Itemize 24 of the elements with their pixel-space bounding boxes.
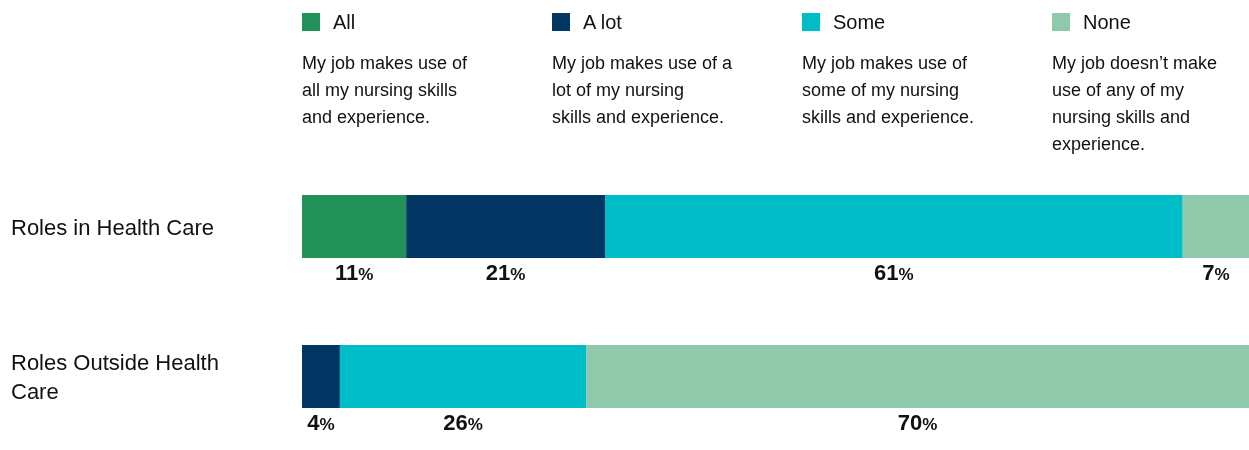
text: My job makes use of a lot of my nursing skills and experience. [552, 53, 734, 127]
data-label: 7% [1202, 260, 1230, 285]
bar [605, 195, 1183, 258]
legend-label: A lot [583, 11, 623, 33]
bar [339, 345, 587, 408]
data-label: 11% [334, 260, 374, 285]
legend-label: All [333, 11, 356, 33]
bar [586, 345, 1249, 408]
y-tick-label: Roles Outside Health Care [11, 349, 219, 404]
y-tick-label: Roles in Health Care [11, 214, 214, 239]
data-label: 70% [897, 410, 938, 435]
bar [302, 345, 340, 408]
annotation: My job doesn’t make use of any of my nursing skills and experience. [1052, 53, 1218, 154]
data-label: 4% [307, 410, 335, 435]
legend-label: None [1083, 11, 1131, 33]
text: My job makes use of some of my nursing skills and experience. [802, 53, 975, 127]
legend-label: Some [833, 11, 886, 33]
bar [302, 195, 407, 258]
text: My job makes use of all my nursing skills and experience. [302, 53, 469, 127]
data-label: 61% [874, 260, 914, 285]
data-label: 21% [485, 260, 526, 285]
data-label: 26% [443, 410, 483, 435]
bar [1182, 195, 1249, 258]
bar [406, 195, 606, 258]
